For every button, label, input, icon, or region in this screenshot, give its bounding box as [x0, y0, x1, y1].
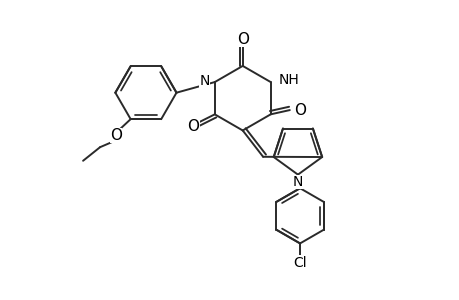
Text: NH: NH	[278, 73, 298, 87]
Text: N: N	[292, 175, 302, 189]
Text: O: O	[110, 128, 122, 143]
Text: Cl: Cl	[292, 256, 306, 269]
Text: O: O	[293, 103, 305, 118]
Text: N: N	[199, 74, 209, 88]
Text: O: O	[236, 32, 248, 47]
Text: O: O	[187, 119, 199, 134]
